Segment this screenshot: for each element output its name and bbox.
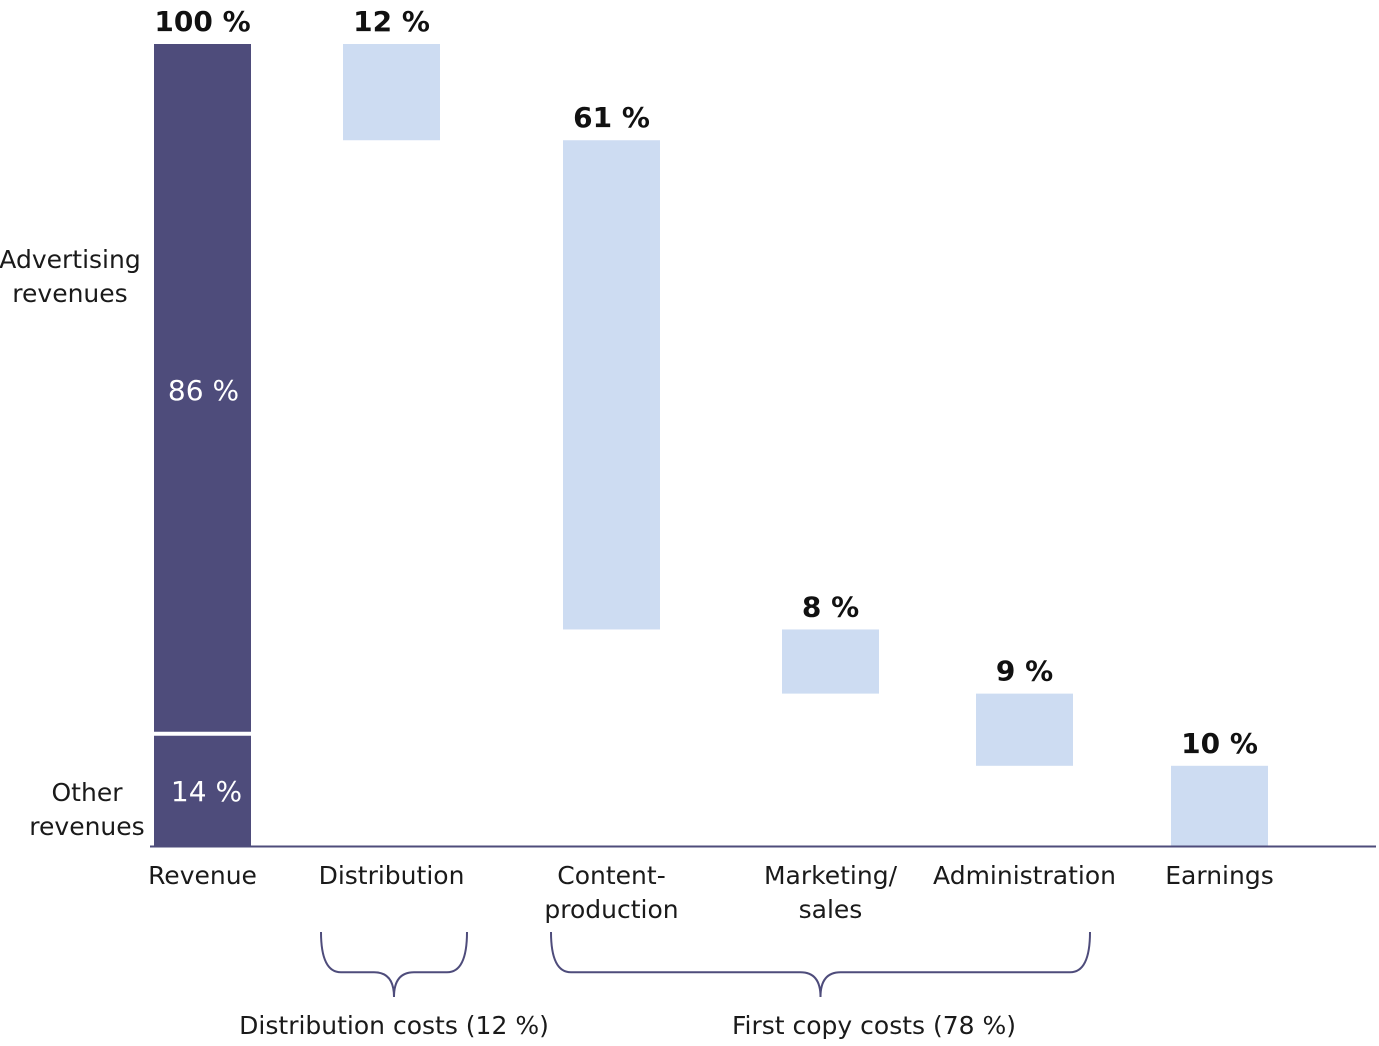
group-label-first-copy-costs-78: First copy costs (78 %) bbox=[732, 1011, 1016, 1040]
bar-administration bbox=[976, 693, 1073, 766]
advertising-revenues-value: 86 % bbox=[168, 374, 239, 407]
category-label-marketing-sales: Marketing/ bbox=[764, 861, 898, 890]
value-label-revenue: 100 % bbox=[154, 5, 250, 38]
bar-content-production bbox=[563, 140, 660, 630]
category-label-content-production: Content- bbox=[557, 861, 665, 890]
value-label-administration: 9 % bbox=[996, 655, 1053, 688]
bar-earnings bbox=[1171, 765, 1268, 846]
value-label-distribution: 12 % bbox=[353, 5, 430, 38]
category-label-marketing-sales: sales bbox=[799, 895, 863, 924]
brace-first-copy-costs-78 bbox=[550, 931, 1091, 998]
category-label-content-production: production bbox=[544, 895, 678, 924]
other-revenues-value: 14 % bbox=[171, 775, 242, 808]
category-label-earnings: Earnings bbox=[1165, 861, 1273, 890]
other-revenues-label: Other bbox=[52, 778, 124, 807]
advertising-revenues-label: revenues bbox=[12, 279, 127, 308]
category-label-administration: Administration bbox=[933, 861, 1116, 890]
category-label-revenue: Revenue bbox=[148, 861, 257, 890]
bar-distribution bbox=[343, 44, 440, 141]
value-label-content-production: 61 % bbox=[573, 101, 650, 134]
other-revenues-label: revenues bbox=[29, 812, 144, 841]
bar-revenue bbox=[154, 44, 251, 846]
brace-distribution-costs-12 bbox=[320, 931, 468, 998]
value-label-earnings: 10 % bbox=[1181, 727, 1258, 760]
group-label-distribution-costs-12: Distribution costs (12 %) bbox=[239, 1011, 549, 1040]
advertising-revenues-label: Advertising bbox=[0, 245, 141, 274]
category-label-distribution: Distribution bbox=[319, 861, 465, 890]
value-label-marketing-sales: 8 % bbox=[802, 590, 859, 623]
bar-marketing-sales bbox=[782, 629, 879, 694]
